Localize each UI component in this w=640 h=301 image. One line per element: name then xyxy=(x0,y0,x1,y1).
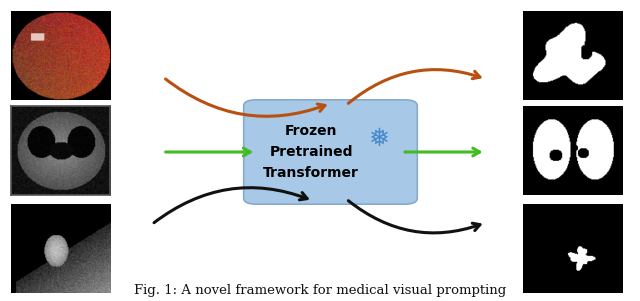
Text: Fig. 1: A novel framework for medical visual prompting: Fig. 1: A novel framework for medical vi… xyxy=(134,284,506,297)
Text: ❅: ❅ xyxy=(368,127,389,151)
FancyArrowPatch shape xyxy=(166,79,325,116)
Text: Frozen
Pretrained
Transformer: Frozen Pretrained Transformer xyxy=(263,124,359,180)
FancyArrowPatch shape xyxy=(405,148,479,156)
FancyArrowPatch shape xyxy=(166,148,250,156)
FancyArrowPatch shape xyxy=(348,201,480,233)
FancyArrowPatch shape xyxy=(154,188,307,223)
FancyBboxPatch shape xyxy=(244,100,417,204)
FancyArrowPatch shape xyxy=(348,70,480,103)
